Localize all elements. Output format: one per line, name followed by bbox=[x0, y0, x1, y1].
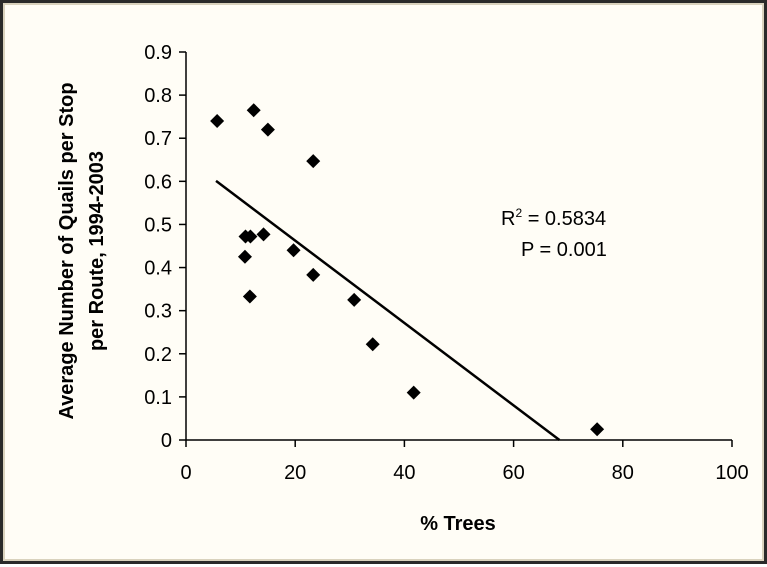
y-tick-label: 0.4 bbox=[144, 258, 172, 280]
trendline bbox=[215, 179, 561, 441]
y-tick-label: 0.3 bbox=[144, 301, 172, 323]
data-point bbox=[365, 337, 380, 352]
data-point bbox=[242, 289, 257, 304]
data-points bbox=[210, 103, 605, 437]
scatter-chart: Average Number of Quails per Stop per Ro… bbox=[56, 42, 749, 535]
data-point bbox=[406, 385, 421, 400]
trendline-layer bbox=[215, 179, 561, 441]
y-tick-label: 0 bbox=[161, 430, 172, 452]
data-point bbox=[306, 154, 321, 169]
r-squared-prefix: R bbox=[501, 208, 515, 230]
x-tick-label: 40 bbox=[393, 462, 415, 484]
x-tick-label: 60 bbox=[502, 462, 524, 484]
y-axis-title: Average Number of Quails per Stop per Ro… bbox=[56, 82, 108, 419]
axes bbox=[179, 51, 733, 447]
y-axis-title-line-1: Average Number of Quails per Stop bbox=[56, 82, 78, 419]
data-point bbox=[246, 103, 261, 118]
y-axis-title-line-2: per Route, 1994-2003 bbox=[86, 151, 108, 351]
data-point bbox=[210, 113, 225, 128]
r-squared-label: R2 = 0.5834 bbox=[501, 206, 606, 230]
x-axis-title: % Trees bbox=[420, 513, 496, 535]
r-squared-value: = 0.5834 bbox=[522, 208, 606, 230]
data-point bbox=[590, 422, 605, 437]
y-tick-label: 0.2 bbox=[144, 344, 172, 366]
y-tick-label: 0.6 bbox=[144, 171, 172, 193]
data-point bbox=[237, 249, 252, 264]
data-point bbox=[243, 229, 258, 244]
stats-annotation: R2 = 0.5834 P = 0.001 bbox=[501, 206, 607, 261]
data-point bbox=[347, 292, 362, 307]
data-point bbox=[306, 267, 321, 282]
x-tick-label: 20 bbox=[284, 462, 306, 484]
p-value-label: P = 0.001 bbox=[521, 239, 607, 261]
x-tick-label: 0 bbox=[180, 462, 191, 484]
data-point bbox=[256, 227, 271, 242]
y-tick-label: 0.8 bbox=[144, 85, 172, 107]
x-tick-label: 100 bbox=[715, 462, 748, 484]
y-tick-label: 0.7 bbox=[144, 128, 172, 150]
r-squared-superscript: 2 bbox=[515, 206, 522, 220]
data-point bbox=[286, 243, 301, 258]
x-tick-label: 80 bbox=[612, 462, 634, 484]
tick-labels: 0 0.1 0.2 0.3 0.4 0.5 0.6 0.7 0.8 0.9 0 20 40 60 80 100 bbox=[144, 42, 749, 484]
y-tick-label: 0.5 bbox=[144, 214, 172, 236]
y-tick-label: 0.9 bbox=[144, 42, 172, 64]
y-tick-label: 0.1 bbox=[144, 387, 172, 409]
data-point bbox=[260, 122, 275, 137]
